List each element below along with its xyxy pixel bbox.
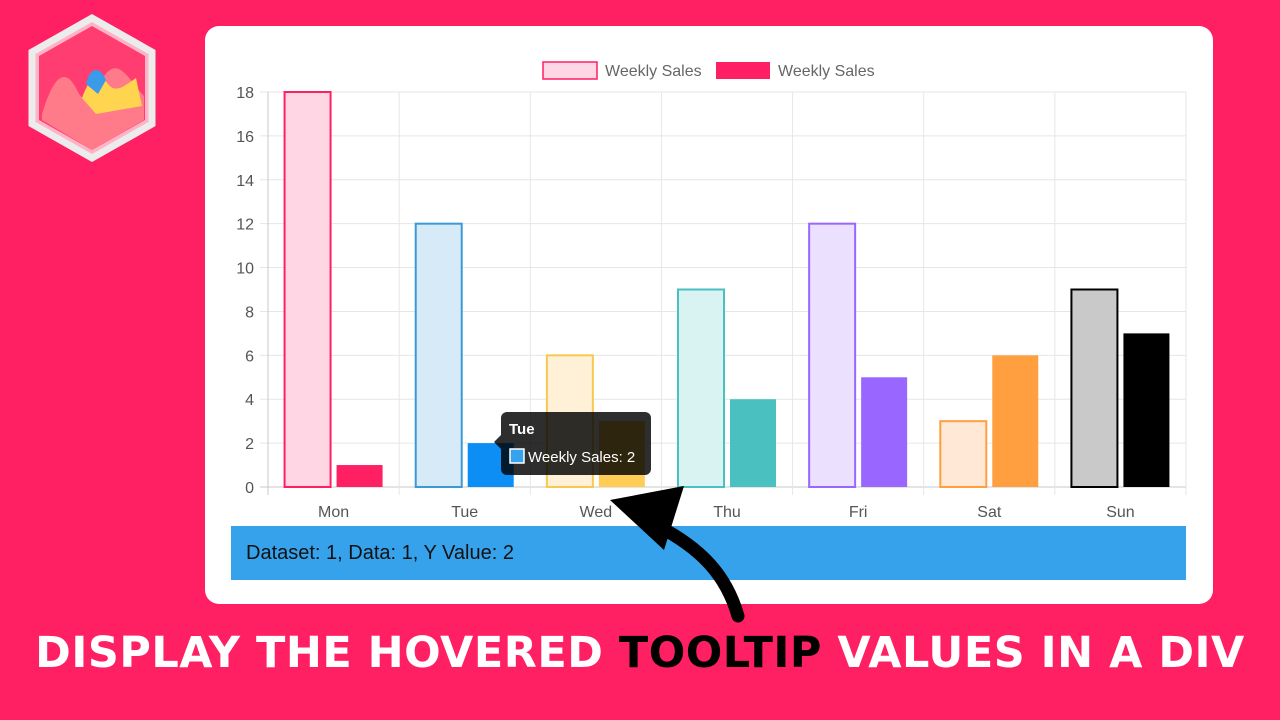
bar-series2[interactable] [1123,333,1170,487]
bar-series1[interactable] [414,222,463,489]
y-tick-label: 16 [236,129,254,146]
y-tick-label: 6 [245,348,254,365]
x-tick-label: Mon [318,504,349,521]
x-tick-label: Wed [580,504,613,521]
tooltip-label: Weekly Sales: 2 [528,449,635,466]
tooltip-title: Tue [509,421,535,438]
y-tick-label: 14 [236,173,254,190]
legend-label-series2[interactable]: Weekly Sales [778,63,875,80]
legend-swatch-series2[interactable] [716,62,770,79]
bar-series2[interactable] [336,465,383,487]
bar-series2[interactable] [861,377,908,487]
x-tick-label: Thu [713,504,741,521]
y-tick-label: 0 [245,480,254,497]
tooltip-caret [494,435,501,449]
headline-before: DISPLAY THE HOVERED [35,628,619,678]
legend-label-series1[interactable]: Weekly Sales [605,63,702,80]
headline-highlight: TOOLTIP [618,628,822,678]
legend-swatch-series1[interactable] [542,61,598,80]
x-tick-label: Fri [849,504,868,521]
bar-series1[interactable] [1070,288,1119,488]
headline: DISPLAY THE HOVERED TOOLTIP VALUES IN A … [0,628,1280,678]
y-tick-label: 10 [236,261,254,278]
x-tick-label: Sat [977,504,1002,521]
chart-card: 0 2 4 6 8 10 12 14 16 18 Mon Tue Wed Thu Fri Sat Sun Week… [205,26,1213,604]
bar-series2[interactable] [730,399,776,487]
bar-chart[interactable]: 0 2 4 6 8 10 12 14 16 18 Mon Tue Wed Thu Fri Sat Sun Week… [205,26,1213,526]
bar-series1[interactable] [808,222,857,489]
curved-arrow-icon [610,486,745,623]
y-tick-label: 12 [236,217,254,234]
x-tick-label: Tue [451,504,478,521]
bar-series1[interactable] [283,91,332,488]
headline-after: VALUES IN A DIV [821,628,1245,678]
bar-series1[interactable] [677,288,725,488]
bar-series2[interactable] [992,355,1039,487]
x-tick-label: Sun [1106,504,1134,521]
tooltip-box [501,412,651,475]
chartjs-logo-icon [28,14,156,162]
y-tick-label: 4 [245,392,254,409]
y-tick-label: 2 [245,436,254,453]
bar-series1[interactable] [939,420,988,488]
tooltip-swatch [509,448,525,464]
y-tick-label: 18 [236,85,254,102]
tooltip-values-text: Dataset: 1, Data: 1, Y Value: 2 [246,541,514,564]
y-tick-label: 8 [245,304,254,321]
